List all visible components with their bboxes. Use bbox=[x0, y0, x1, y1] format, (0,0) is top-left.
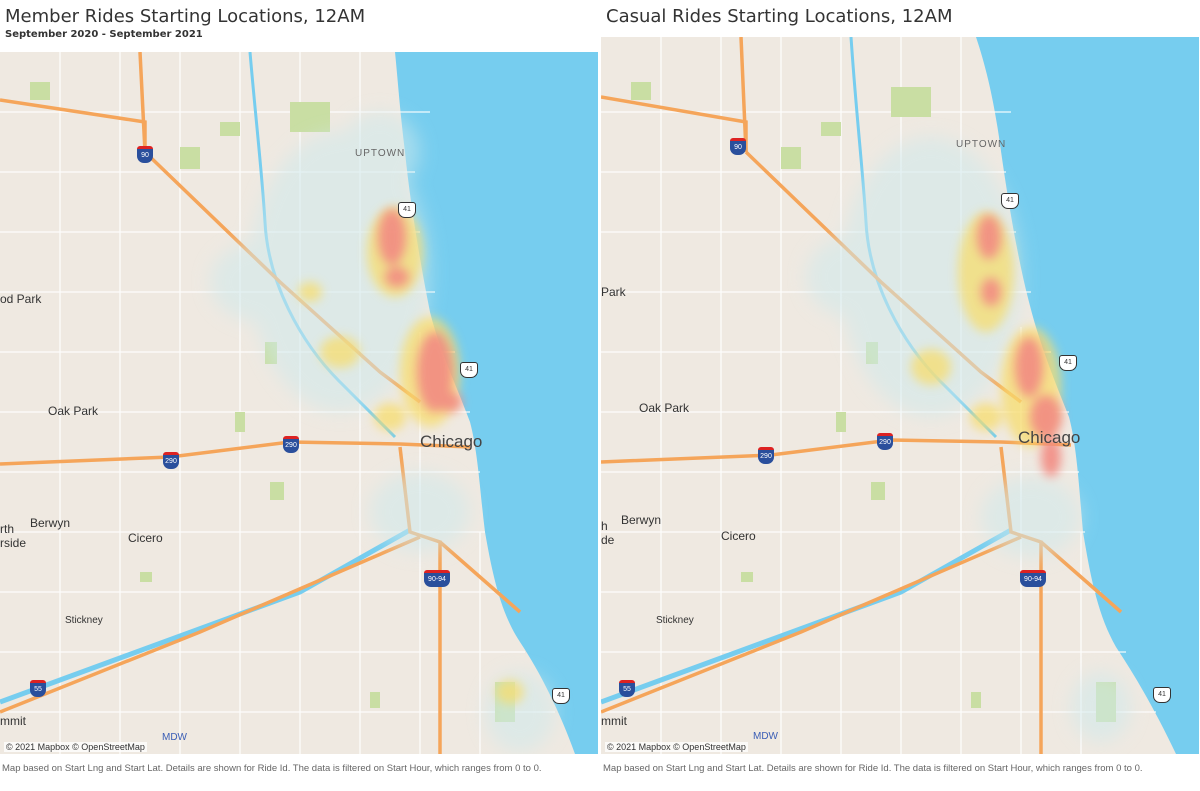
label-oak-park: Oak Park bbox=[639, 401, 690, 415]
map-canvas bbox=[601, 37, 1199, 754]
label-cicero: Cicero bbox=[721, 529, 756, 543]
label-mdw: MDW bbox=[753, 731, 778, 742]
map-attribution[interactable]: © 2021 Mapbox © OpenStreetMap bbox=[605, 742, 748, 752]
casual-heatmap[interactable]: UPTOWN Park Oak Park Chicago h de Berwyn… bbox=[601, 37, 1199, 754]
interstate-shield: 55 bbox=[30, 680, 46, 697]
canal bbox=[601, 527, 1013, 705]
label-stickney: Stickney bbox=[656, 615, 694, 626]
label-chicago: Chicago bbox=[420, 432, 483, 451]
label-park: od Park bbox=[0, 292, 42, 306]
lake-michigan bbox=[976, 37, 1199, 754]
label-summit: mmit bbox=[0, 714, 26, 728]
label-stickney: Stickney bbox=[65, 615, 103, 626]
interstate-shield: 90-94 bbox=[424, 570, 450, 587]
label-summit: mmit bbox=[601, 714, 627, 728]
label-oak-park: Oak Park bbox=[48, 404, 99, 418]
heat-high bbox=[977, 215, 1062, 477]
us-route-shield: 41 bbox=[460, 362, 478, 378]
interstate-shield: 290 bbox=[877, 433, 893, 450]
interstate-shield: 55 bbox=[619, 680, 635, 697]
label-berwyn: Berwyn bbox=[30, 516, 71, 530]
us-route-shield: 41 bbox=[398, 202, 416, 218]
label-chicago: Chicago bbox=[1018, 428, 1081, 447]
label-mdw: MDW bbox=[162, 732, 187, 743]
interstate-shield: 90-94 bbox=[1020, 570, 1046, 587]
heat-faint bbox=[806, 137, 1131, 742]
label-cicero: Cicero bbox=[128, 531, 163, 545]
us-route-shield: 41 bbox=[552, 688, 570, 704]
label-uptown: UPTOWN bbox=[355, 148, 406, 159]
map-attribution[interactable]: © 2021 Mapbox © OpenStreetMap bbox=[4, 742, 147, 752]
label-berwyn: Berwyn bbox=[621, 513, 662, 527]
canal bbox=[0, 527, 412, 705]
label-park: Park bbox=[601, 285, 626, 299]
interstate-shield: 290 bbox=[163, 452, 179, 469]
map-caption: Map based on Start Lng and Start Lat. De… bbox=[603, 763, 1143, 774]
us-route-shield: 41 bbox=[1001, 193, 1019, 209]
us-route-shield: 41 bbox=[1059, 355, 1077, 371]
map-canvas bbox=[0, 52, 598, 754]
lake-michigan bbox=[395, 52, 598, 754]
interstate-shield: 90 bbox=[137, 146, 153, 163]
interstate-shield: 290 bbox=[283, 436, 299, 453]
label-north-2: rside bbox=[0, 536, 27, 550]
label-uptown: UPTOWN bbox=[956, 139, 1007, 150]
label-north-2: de bbox=[601, 533, 615, 547]
interstate-shield: 290 bbox=[758, 447, 774, 464]
member-map-panel: Member Rides Starting Locations, 12AM Se… bbox=[0, 0, 598, 791]
panel-subtitle: September 2020 - September 2021 bbox=[5, 29, 203, 40]
label-north-1: rth bbox=[0, 522, 15, 536]
heat-high bbox=[378, 209, 462, 412]
panel-title: Member Rides Starting Locations, 12AM bbox=[5, 6, 366, 27]
interstate-shield: 90 bbox=[730, 138, 746, 155]
panel-title: Casual Rides Starting Locations, 12AM bbox=[606, 6, 953, 27]
member-heatmap[interactable]: UPTOWN od Park Oak Park Chicago rth rsid… bbox=[0, 52, 598, 754]
map-caption: Map based on Start Lng and Start Lat. De… bbox=[2, 763, 542, 774]
heat-faint bbox=[210, 112, 555, 752]
casual-map-panel: Casual Rides Starting Locations, 12AM bbox=[601, 0, 1199, 791]
us-route-shield: 41 bbox=[1153, 687, 1171, 703]
label-north-1: h bbox=[601, 519, 608, 533]
